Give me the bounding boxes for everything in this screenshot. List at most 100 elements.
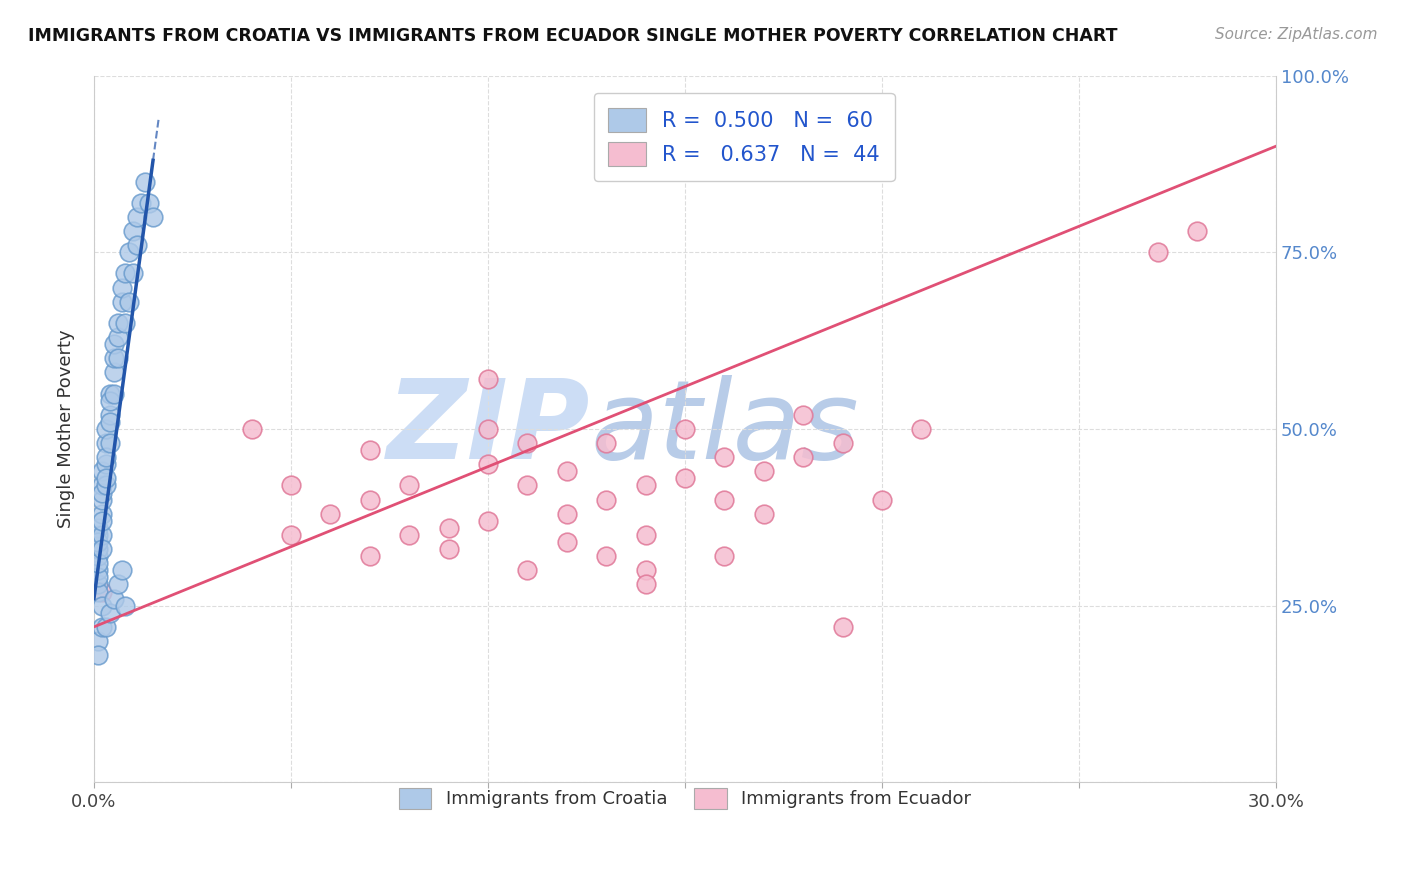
Point xyxy=(114,267,136,281)
Point xyxy=(673,471,696,485)
Point xyxy=(90,478,112,492)
Point xyxy=(516,563,538,577)
Point xyxy=(1185,224,1208,238)
Point xyxy=(110,294,132,309)
Point xyxy=(87,535,110,549)
Point xyxy=(87,584,110,599)
Point xyxy=(90,542,112,557)
Point xyxy=(87,528,110,542)
Point xyxy=(114,599,136,613)
Point xyxy=(713,450,735,465)
Point xyxy=(138,195,160,210)
Point xyxy=(634,563,657,577)
Point xyxy=(516,436,538,450)
Point xyxy=(122,224,145,238)
Point xyxy=(142,210,165,224)
Point xyxy=(118,245,141,260)
Point xyxy=(87,521,110,535)
Point xyxy=(516,478,538,492)
Point xyxy=(94,436,117,450)
Point xyxy=(103,337,125,351)
Point xyxy=(910,422,932,436)
Point xyxy=(595,436,617,450)
Point xyxy=(555,507,578,521)
Point xyxy=(98,606,121,620)
Point xyxy=(831,620,853,634)
Point xyxy=(477,372,499,386)
Point xyxy=(792,408,814,422)
Point xyxy=(107,577,129,591)
Point xyxy=(752,464,775,478)
Point xyxy=(107,316,129,330)
Point xyxy=(437,542,460,557)
Point xyxy=(477,422,499,436)
Point xyxy=(114,316,136,330)
Point xyxy=(103,386,125,401)
Point xyxy=(118,294,141,309)
Point xyxy=(831,436,853,450)
Point xyxy=(90,599,112,613)
Point xyxy=(477,514,499,528)
Point xyxy=(634,577,657,591)
Point xyxy=(98,386,121,401)
Point xyxy=(127,210,149,224)
Point xyxy=(90,464,112,478)
Text: IMMIGRANTS FROM CROATIA VS IMMIGRANTS FROM ECUADOR SINGLE MOTHER POVERTY CORRELA: IMMIGRANTS FROM CROATIA VS IMMIGRANTS FR… xyxy=(28,27,1118,45)
Point xyxy=(359,443,381,458)
Point xyxy=(398,528,420,542)
Point xyxy=(90,584,112,599)
Point xyxy=(634,528,657,542)
Point xyxy=(87,563,110,577)
Point xyxy=(98,393,121,408)
Point xyxy=(280,478,302,492)
Point xyxy=(87,634,110,648)
Point xyxy=(595,549,617,564)
Point xyxy=(359,549,381,564)
Point xyxy=(129,195,152,210)
Point xyxy=(87,570,110,584)
Point xyxy=(595,492,617,507)
Point xyxy=(90,528,112,542)
Point xyxy=(634,478,657,492)
Point xyxy=(98,436,121,450)
Point xyxy=(673,422,696,436)
Point xyxy=(87,648,110,662)
Point xyxy=(94,422,117,436)
Point xyxy=(94,450,117,465)
Point xyxy=(1146,245,1168,260)
Point xyxy=(792,450,814,465)
Point xyxy=(87,542,110,557)
Point xyxy=(90,492,112,507)
Text: ZIP: ZIP xyxy=(387,376,591,483)
Point xyxy=(107,351,129,366)
Point xyxy=(94,458,117,472)
Y-axis label: Single Mother Poverty: Single Mother Poverty xyxy=(58,330,75,528)
Point xyxy=(555,464,578,478)
Point xyxy=(122,267,145,281)
Point xyxy=(87,549,110,564)
Point xyxy=(94,620,117,634)
Point xyxy=(90,485,112,500)
Point xyxy=(110,563,132,577)
Point xyxy=(103,365,125,379)
Point xyxy=(555,535,578,549)
Point xyxy=(110,280,132,294)
Point xyxy=(280,528,302,542)
Point xyxy=(437,521,460,535)
Point xyxy=(134,175,156,189)
Point xyxy=(87,556,110,570)
Point xyxy=(98,415,121,429)
Point xyxy=(713,492,735,507)
Point xyxy=(127,238,149,252)
Point xyxy=(398,478,420,492)
Legend: Immigrants from Croatia, Immigrants from Ecuador: Immigrants from Croatia, Immigrants from… xyxy=(391,780,979,816)
Point xyxy=(90,620,112,634)
Point xyxy=(87,577,110,591)
Point xyxy=(98,408,121,422)
Point xyxy=(752,507,775,521)
Point xyxy=(319,507,342,521)
Point xyxy=(713,549,735,564)
Point xyxy=(94,478,117,492)
Point xyxy=(103,591,125,606)
Point xyxy=(477,458,499,472)
